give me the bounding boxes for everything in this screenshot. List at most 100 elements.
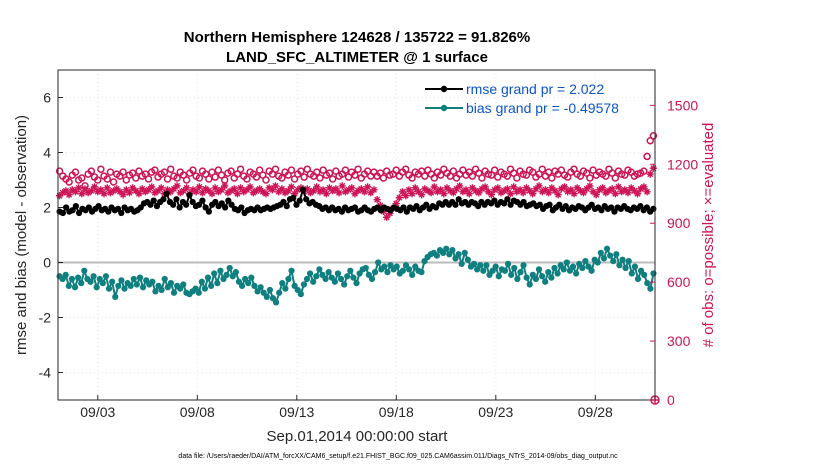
evaluated-point bbox=[252, 187, 261, 195]
y-right-tick-label: 900 bbox=[667, 215, 691, 231]
possible-point bbox=[236, 165, 245, 173]
possible-point bbox=[189, 166, 197, 174]
legend-rmse-marker bbox=[440, 85, 448, 93]
evaluated-point bbox=[189, 186, 197, 194]
bias-point bbox=[514, 275, 521, 283]
evaluated-point bbox=[433, 188, 442, 196]
bias-point bbox=[625, 258, 632, 265]
evaluated-point bbox=[519, 189, 527, 197]
possible-point bbox=[278, 174, 286, 182]
bias-point bbox=[121, 285, 128, 292]
evaluated-point bbox=[135, 190, 143, 198]
evaluated-point bbox=[103, 184, 111, 192]
evaluated-point bbox=[586, 182, 594, 190]
bias-point bbox=[470, 260, 478, 267]
bias-point bbox=[350, 274, 357, 281]
bias-point bbox=[87, 278, 94, 285]
evaluated-point bbox=[360, 188, 369, 196]
bias-point bbox=[455, 251, 462, 258]
evaluated-point bbox=[411, 184, 419, 192]
possible-point bbox=[401, 165, 410, 173]
evaluated-point bbox=[294, 186, 302, 194]
bias-point bbox=[492, 263, 499, 270]
evaluated-point bbox=[611, 190, 619, 198]
possible-point bbox=[586, 174, 594, 182]
evaluated-point bbox=[202, 185, 210, 193]
x-axis-label: Sep.01,2014 00:00:00 start bbox=[267, 428, 449, 445]
bias-point bbox=[554, 270, 561, 277]
possible-point bbox=[300, 173, 308, 181]
evaluated-point bbox=[122, 186, 130, 194]
evaluated-point bbox=[551, 187, 559, 195]
bias-point bbox=[399, 267, 406, 274]
possible-point bbox=[503, 172, 512, 180]
evaluated-point bbox=[221, 182, 229, 190]
bias-point bbox=[226, 264, 233, 272]
bias-point bbox=[579, 264, 586, 272]
rmse-point bbox=[118, 209, 125, 217]
evaluated-point bbox=[541, 186, 550, 194]
evaluated-point bbox=[637, 185, 645, 193]
bias-point bbox=[149, 278, 156, 285]
possible-point bbox=[640, 167, 648, 175]
evaluated-point bbox=[211, 184, 219, 192]
possible-point bbox=[611, 174, 620, 182]
bias-point bbox=[99, 280, 106, 287]
evaluated-point bbox=[503, 185, 511, 193]
bias-point bbox=[542, 278, 549, 285]
y-left-tick-label: 4 bbox=[43, 145, 51, 161]
series-rmse bbox=[56, 186, 657, 217]
bias-point bbox=[130, 275, 137, 283]
bias-point bbox=[118, 277, 125, 284]
evaluated-point bbox=[335, 189, 343, 197]
bias-point bbox=[384, 269, 391, 276]
possible-point bbox=[132, 174, 140, 182]
bias-point bbox=[245, 280, 252, 287]
evaluated-point bbox=[278, 185, 286, 193]
y-right-tick-label: 300 bbox=[667, 333, 691, 349]
bias-point bbox=[214, 280, 221, 287]
evaluated-point bbox=[475, 189, 483, 197]
bias-point bbox=[217, 267, 224, 274]
bias-point bbox=[535, 266, 543, 273]
evaluated-point bbox=[373, 196, 381, 204]
bias-point bbox=[251, 282, 258, 289]
bias-point bbox=[62, 271, 69, 278]
rmse-point bbox=[221, 204, 229, 211]
bias-point bbox=[170, 289, 178, 296]
bias-point bbox=[112, 293, 119, 300]
rmse-point bbox=[238, 204, 245, 211]
bias-point bbox=[211, 270, 218, 277]
bias-point bbox=[109, 278, 116, 285]
evaluated-point bbox=[262, 190, 270, 198]
evaluated-point bbox=[579, 189, 588, 197]
evaluated-point bbox=[481, 183, 489, 191]
possible-point bbox=[87, 167, 96, 175]
possible-point bbox=[538, 165, 547, 173]
evaluated-point bbox=[367, 189, 375, 197]
rmse-point bbox=[186, 192, 193, 199]
possible-point bbox=[160, 168, 169, 176]
evaluated-point bbox=[440, 190, 448, 198]
evaluated-point bbox=[68, 186, 76, 194]
evaluated-point bbox=[198, 189, 207, 197]
evaluated-point bbox=[243, 186, 251, 194]
chart-title: Northern Hemisphere 124628 / 135722 = 91… bbox=[184, 29, 530, 46]
evaluated-point bbox=[414, 188, 423, 196]
bias-point bbox=[418, 269, 425, 276]
possible-point bbox=[252, 173, 261, 181]
legend-bias-label: bias grand pr = -0.49578 bbox=[466, 100, 619, 116]
bias-point bbox=[520, 262, 527, 269]
evaluated-point bbox=[132, 187, 140, 195]
evaluated-point bbox=[138, 185, 146, 193]
evaluated-point bbox=[506, 190, 515, 198]
evaluated-point bbox=[570, 190, 578, 198]
evaluated-point bbox=[443, 184, 451, 192]
bias-point bbox=[582, 258, 589, 265]
bias-point bbox=[616, 262, 623, 269]
evaluated-point bbox=[233, 190, 242, 198]
evaluated-point bbox=[62, 187, 70, 195]
evaluated-point bbox=[471, 187, 480, 195]
bias-point bbox=[93, 284, 100, 291]
bias-point bbox=[563, 259, 570, 266]
